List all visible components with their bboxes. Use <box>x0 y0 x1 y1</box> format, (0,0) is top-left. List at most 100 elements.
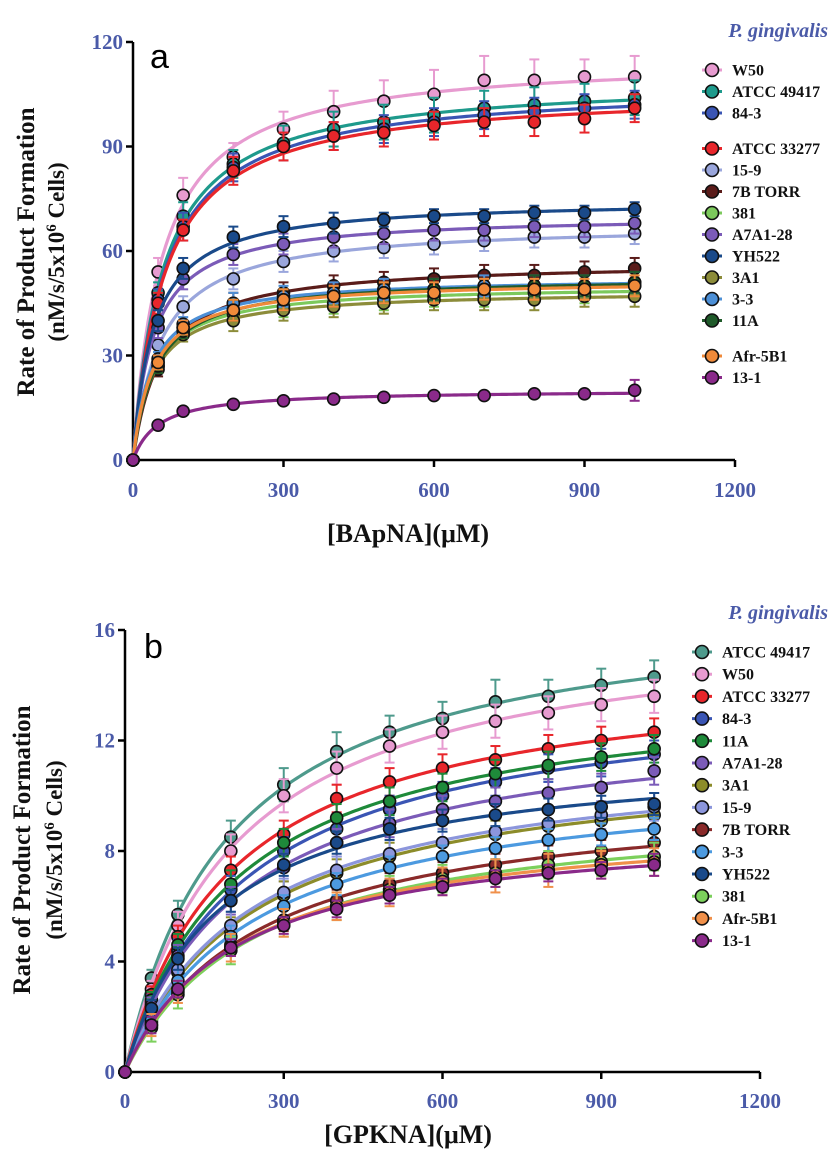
legend-swatch-marker <box>704 84 720 99</box>
legend-item: 7B TORR <box>702 184 801 201</box>
data-point <box>326 289 341 304</box>
series-yh522 <box>126 201 642 467</box>
data-point <box>329 877 344 891</box>
data-point <box>377 212 391 227</box>
data-point <box>382 822 397 836</box>
legend-label: 7B TORR <box>732 184 801 201</box>
legend-swatch-marker <box>694 933 710 948</box>
data-point <box>329 761 344 775</box>
x-tick-label: 0 <box>128 478 139 502</box>
data-point <box>527 73 542 88</box>
legend-swatch-marker <box>704 291 720 307</box>
legend-label: W50 <box>722 667 754 684</box>
data-point <box>488 824 503 839</box>
data-point <box>647 741 661 756</box>
data-point <box>594 697 609 712</box>
series-layer <box>118 659 661 1079</box>
data-point <box>541 866 556 880</box>
data-point <box>326 216 341 230</box>
data-point <box>276 219 291 234</box>
legend-swatch-marker <box>694 644 710 660</box>
legend-label: 7B TORR <box>722 822 791 839</box>
data-point <box>627 279 642 293</box>
legend-label: 381 <box>722 889 746 906</box>
data-point <box>377 226 391 241</box>
data-point <box>276 835 291 850</box>
data-point <box>577 282 592 297</box>
legend-swatch-marker <box>694 911 710 926</box>
panel-letter: a <box>150 38 169 76</box>
legend-label: 3-3 <box>732 292 753 309</box>
data-point <box>224 940 238 955</box>
data-point <box>577 205 592 220</box>
legend-label: 3-3 <box>722 844 743 861</box>
data-point <box>144 1001 159 1016</box>
data-point <box>541 706 556 720</box>
data-point <box>144 1018 159 1032</box>
series-fit-line <box>131 222 635 461</box>
data-point <box>226 397 241 412</box>
legend-item: 11A <box>692 733 749 750</box>
legend-item: 3A1 <box>702 270 760 287</box>
data-point <box>594 750 609 764</box>
data-point <box>527 115 542 129</box>
y-axis-subtitle: (nM/s/5x106 Cells) <box>44 162 69 341</box>
data-point <box>527 219 542 234</box>
data-point <box>226 303 241 318</box>
panel-letter: b <box>144 628 163 666</box>
data-point <box>171 982 185 996</box>
y-tick-label: 8 <box>105 839 116 863</box>
data-point <box>647 822 661 836</box>
legend-label: 13-1 <box>722 933 751 950</box>
data-point <box>382 860 397 875</box>
legend-item: YH522 <box>702 249 780 266</box>
data-point <box>151 313 165 328</box>
data-point <box>594 780 609 795</box>
x-axis-title: [BApNA](μM) <box>327 519 489 548</box>
data-point <box>541 758 556 773</box>
series-13-1 <box>126 378 642 467</box>
data-point <box>594 827 609 842</box>
legend-item: ATCC 33277 <box>692 689 810 706</box>
legend-item: 84-3 <box>702 106 761 123</box>
data-point <box>226 230 241 244</box>
legend-label: 3A1 <box>732 270 760 287</box>
series-13-1 <box>118 852 661 1079</box>
legend-label: W50 <box>732 63 764 80</box>
data-point <box>488 871 503 886</box>
legend-item: Afr-5B1 <box>702 349 787 366</box>
data-point <box>435 761 450 775</box>
data-point <box>151 418 165 432</box>
x-tick-label: 1200 <box>739 1089 781 1113</box>
data-point <box>326 129 341 143</box>
y-tick-label: 60 <box>102 239 123 263</box>
legend-swatch-marker <box>694 866 710 882</box>
data-point <box>477 73 491 88</box>
legend-label: 3A1 <box>722 778 750 795</box>
legend-label: Afr-5B1 <box>732 349 787 366</box>
series-layer <box>126 54 642 467</box>
data-point <box>477 209 491 223</box>
legend-item: 7B TORR <box>692 822 791 839</box>
y-axis-title: Rate of Product Formation <box>9 705 36 994</box>
legend-label: A7A1-28 <box>722 756 782 773</box>
series-afr-5b1 <box>126 274 642 467</box>
data-point <box>577 219 592 234</box>
data-point <box>435 880 450 894</box>
data-point <box>435 849 450 864</box>
legend-label: YH522 <box>732 249 780 266</box>
y-tick-label: 0 <box>113 448 124 472</box>
data-point <box>488 714 503 728</box>
legend-item: 84-3 <box>692 711 751 728</box>
legend-swatch-marker <box>694 733 710 749</box>
legend-swatch-marker <box>704 205 720 221</box>
data-point <box>224 893 238 908</box>
legend-item: Afr-5B1 <box>692 911 777 928</box>
data-point <box>276 237 291 251</box>
legend-item: 13-1 <box>702 370 761 387</box>
data-point <box>176 404 190 419</box>
legend-title: P. gingivalis <box>727 602 828 624</box>
legend-swatch-marker <box>704 348 720 364</box>
legend-label: A7A1-28 <box>732 227 792 244</box>
data-point <box>226 164 241 178</box>
